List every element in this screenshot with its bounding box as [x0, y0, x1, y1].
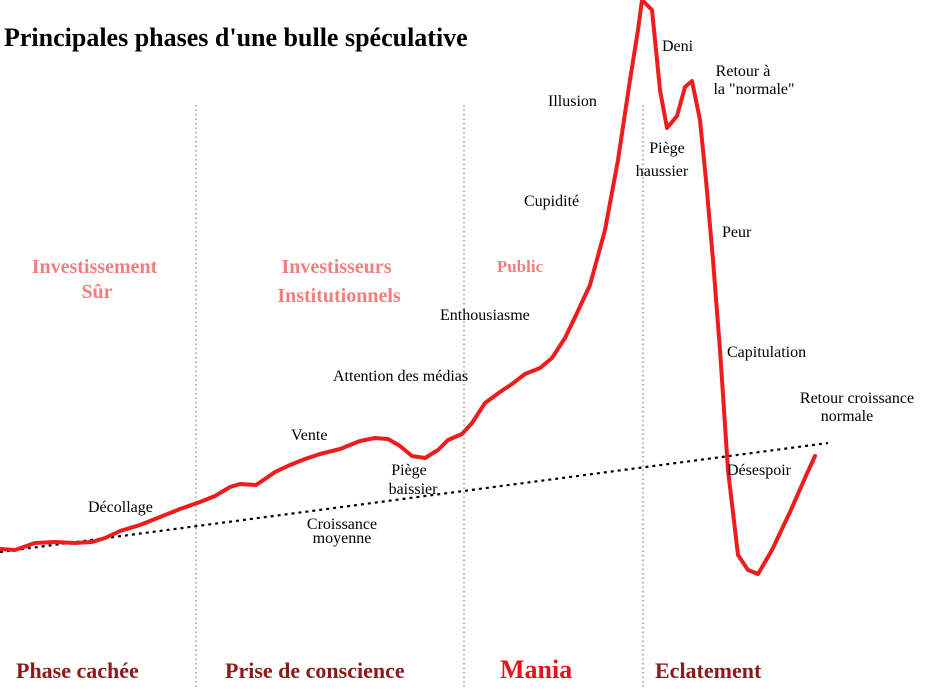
label-media-attention: Attention des médias: [333, 368, 468, 385]
label-bear-trap-line-1: Piège: [391, 462, 427, 479]
label-fear: Peur: [722, 224, 752, 241]
label-return-growth-line-1: Retour croissance: [800, 390, 914, 407]
label-return-growth-line-2: normale: [821, 408, 873, 425]
label-return-to-normal: Retour à la "normale": [713, 63, 794, 98]
average-growth-line: [0, 441, 829, 554]
phase-awareness: Prise de conscience: [225, 658, 405, 683]
label-enthusiasm: Enthousiasme: [440, 307, 530, 324]
label-return-normal-growth: Retour croissance normale: [800, 390, 918, 425]
phase-mania: Mania: [500, 655, 572, 684]
label-average-growth: Croissance moyenne: [307, 516, 381, 547]
group-safe-line-2: Sûr: [81, 281, 112, 303]
label-delusion: Illusion: [548, 93, 597, 110]
label-bull-trap: Piège haussier: [636, 140, 689, 180]
label-denial: Deni: [662, 38, 694, 55]
diagram-title: Principales phases d'une bulle spéculati…: [4, 23, 468, 52]
label-average-growth-line-1: Croissance: [307, 516, 377, 533]
label-bull-trap-line-2: haussier: [636, 163, 689, 180]
group-public: Public: [497, 257, 544, 276]
label-return-normal-line-1: Retour à: [716, 63, 771, 80]
phase-blow-off: Eclatement: [655, 658, 762, 683]
group-safe-investment: Investissement Sûr: [32, 256, 163, 303]
label-sale: Vente: [291, 427, 327, 444]
label-greed: Cupidité: [524, 193, 579, 210]
group-institutional-line-1: Investisseurs: [281, 256, 391, 278]
label-capitulation: Capitulation: [727, 344, 806, 361]
label-takeoff: Décollage: [88, 499, 153, 516]
label-return-normal-line-2: la "normale": [713, 81, 794, 98]
bubble-curve: [0, 0, 817, 576]
label-bear-trap: Piège baissier: [389, 462, 439, 498]
label-average-growth-line-2: moyenne: [313, 530, 372, 547]
label-despair: Désespoir: [727, 462, 792, 479]
group-institutional-line-2: Institutionnels: [277, 285, 401, 307]
group-institutional-investors: Investisseurs Institutionnels: [277, 256, 401, 307]
phase-hidden: Phase cachée: [16, 658, 139, 683]
group-safe-line-1: Investissement: [32, 256, 158, 278]
label-bull-trap-line-1: Piège: [649, 140, 685, 157]
label-bear-trap-line-2: baissier: [389, 481, 439, 498]
